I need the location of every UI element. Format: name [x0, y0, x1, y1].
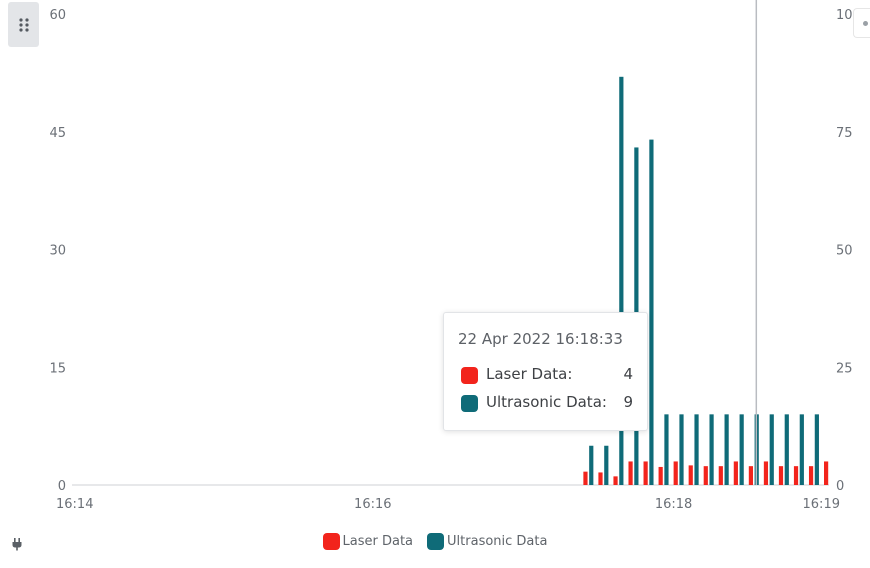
- drag-handle-icon: [18, 17, 29, 32]
- plug-icon[interactable]: [9, 536, 25, 552]
- ultrasonic-data-bar: [619, 76, 624, 486]
- y-right-tick-label: 0: [836, 479, 844, 494]
- laser-data-bar: [643, 461, 648, 485]
- ultrasonic-data-bar: [649, 139, 654, 485]
- legend-item-ultrasonic[interactable]: Ultrasonic Data: [427, 532, 548, 550]
- ultrasonic-data-bar: [589, 445, 594, 485]
- ultrasonic-data-bar: [739, 414, 744, 485]
- laser-data-bar: [583, 471, 588, 485]
- ultrasonic-data-bar: [814, 414, 819, 485]
- ultrasonic-data-bar: [784, 414, 789, 485]
- laser-data-bar: [748, 466, 754, 485]
- laser-data-bar: [718, 466, 723, 485]
- laser-data-bar: [688, 465, 693, 485]
- laser-data-bar: [658, 466, 663, 485]
- legend-label: Ultrasonic Data: [447, 533, 548, 549]
- laser-data-bar: [613, 476, 618, 485]
- laser-swatch: [461, 367, 478, 384]
- legend-swatch: [322, 532, 340, 550]
- ultrasonic-data-bar: [709, 414, 714, 485]
- legend: Laser Data Ultrasonic Data: [0, 531, 870, 551]
- x-tick-label: 16:18: [655, 497, 692, 512]
- side-panel-toggle[interactable]: [853, 8, 870, 38]
- tooltip-row-ultrasonic: Ultrasonic Data: 9: [461, 393, 633, 413]
- tooltip-value: 4: [623, 365, 633, 383]
- y-left-tick-label: 15: [49, 361, 66, 376]
- laser-data-bar: [598, 472, 603, 485]
- tooltip-label: Ultrasonic Data:: [486, 393, 607, 411]
- y-left-tick-label: 0: [58, 479, 66, 494]
- y-left-tick-label: 45: [49, 126, 66, 141]
- tooltip-label: Laser Data:: [486, 365, 573, 383]
- x-tick-label: 16:16: [354, 497, 391, 512]
- legend-label: Laser Data: [342, 533, 414, 549]
- x-tick-label: 16:19: [803, 497, 840, 512]
- laser-data-bar: [628, 461, 633, 485]
- laser-data-bar: [778, 466, 784, 485]
- ultrasonic-data-bar: [694, 414, 699, 485]
- laser-data-bar: [793, 466, 799, 485]
- laser-data-bar: [703, 466, 708, 485]
- y-left-tick-label: 60: [49, 8, 66, 23]
- y-right-tick-label: 50: [836, 244, 853, 259]
- y-left-tick-label: 30: [49, 244, 66, 259]
- laser-data-bar: [824, 461, 829, 485]
- tooltip: 22 Apr 2022 16:18:33 Laser Data: 4 Ultra…: [443, 312, 648, 431]
- tooltip-row-laser: Laser Data: 4: [461, 365, 633, 385]
- legend-item-laser[interactable]: Laser Data: [322, 532, 414, 550]
- ultrasonic-data-bar: [769, 414, 774, 485]
- ultrasonic-data-bar: [799, 414, 804, 485]
- laser-data-bar: [673, 461, 678, 485]
- y-right-tick-label: 25: [836, 361, 853, 376]
- tooltip-timestamp: 22 Apr 2022 16:18:33: [458, 330, 623, 348]
- ultrasonic-data-bar: [679, 414, 684, 485]
- drag-handle-button[interactable]: [8, 2, 39, 47]
- y-right-tick-label: 75: [836, 126, 853, 141]
- laser-data-bar: [763, 461, 769, 485]
- laser-data-bar: [733, 461, 738, 485]
- legend-swatch: [427, 532, 445, 550]
- ultrasonic-data-bar: [604, 445, 609, 485]
- ultrasonic-data-bar: [724, 414, 729, 485]
- laser-data-bar: [808, 466, 814, 485]
- ultrasonic-data-bar: [664, 414, 669, 485]
- tooltip-value: 9: [623, 393, 633, 411]
- x-tick-label: 16:14: [56, 497, 93, 512]
- ultrasonic-swatch: [461, 395, 478, 412]
